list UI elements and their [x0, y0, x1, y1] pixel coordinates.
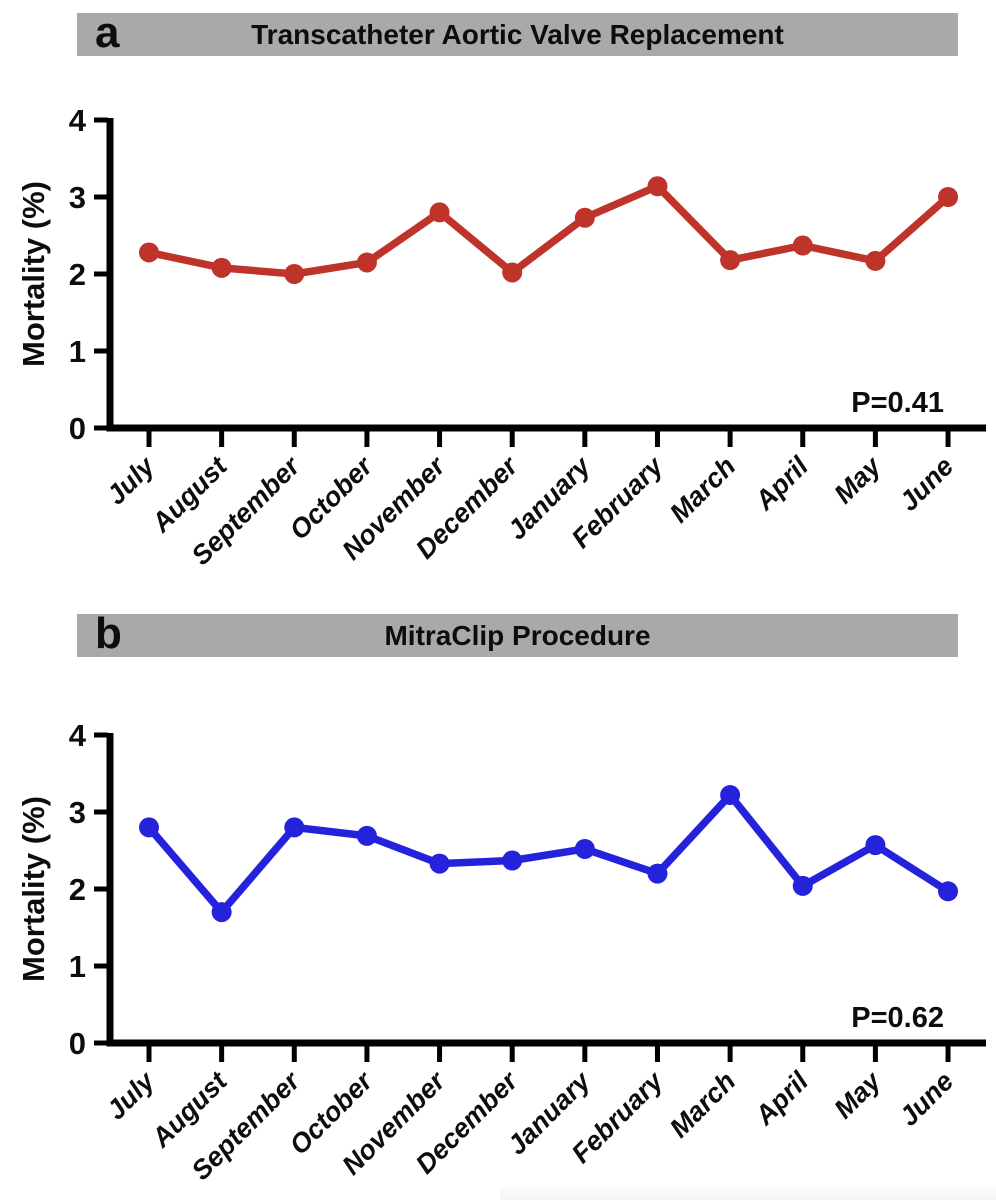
- data-point: [139, 817, 159, 838]
- x-tick-label: April: [749, 1066, 815, 1132]
- p-value-label: P=0.41: [851, 387, 944, 419]
- chart-b-mitraclip-line-plot: 01234JulyAugustSeptemberOctoberNovemberD…: [16, 718, 986, 1186]
- data-point: [429, 853, 450, 874]
- series-line: [145, 182, 952, 278]
- y-tick-label: 3: [69, 795, 86, 830]
- chart-a-tavr-line-plot: 01234JulyAugustSeptemberOctoberNovemberD…: [16, 103, 986, 571]
- axes-frame: [106, 118, 986, 432]
- x-tick-label: June: [893, 451, 959, 517]
- x-tick-label: March: [664, 451, 741, 528]
- panel-a-header-bar: a Transcatheter Aortic Valve Replacement: [77, 7, 958, 57]
- y-tick-label: 4: [69, 103, 87, 138]
- data-point: [429, 202, 450, 223]
- data-point: [720, 785, 741, 806]
- y-tick-label: 0: [69, 1026, 86, 1061]
- data-point: [938, 881, 959, 902]
- data-point: [574, 838, 595, 859]
- series-line: [145, 791, 952, 916]
- y-axis-label: Mortality (%): [16, 181, 51, 367]
- y-tick-label: 2: [69, 257, 86, 292]
- panel-b-title: MitraClip Procedure: [384, 619, 651, 651]
- y-tick-label: 1: [69, 949, 86, 984]
- x-tick-label: July: [101, 1065, 162, 1126]
- data-point: [139, 242, 159, 263]
- panel-b-letter: b: [95, 608, 122, 658]
- x-tick-label: May: [828, 1065, 888, 1125]
- data-point: [720, 250, 741, 271]
- panel-b-header-bar: b MitraClip Procedure: [77, 608, 958, 658]
- panel-a-letter: a: [95, 7, 120, 57]
- x-tick-label: March: [664, 1066, 741, 1143]
- x-tick-label: April: [749, 451, 815, 517]
- y-tick-label: 3: [69, 180, 86, 215]
- panel-a-title: Transcatheter Aortic Valve Replacement: [251, 18, 784, 50]
- data-point: [356, 825, 377, 846]
- x-tick-label: May: [828, 450, 888, 510]
- y-tick-label: 1: [69, 334, 86, 369]
- data-point: [284, 264, 305, 284]
- page-edge-artifact: [500, 1184, 996, 1200]
- data-point: [211, 257, 232, 278]
- y-tick-label: 2: [69, 872, 86, 907]
- x-tick-label: July: [101, 450, 162, 511]
- data-point: [647, 176, 668, 197]
- data-point: [356, 252, 377, 273]
- x-tick-label: June: [893, 1066, 959, 1132]
- data-point: [502, 262, 523, 283]
- data-point: [938, 187, 959, 207]
- data-point: [211, 902, 232, 923]
- axes-frame: [106, 733, 986, 1047]
- data-point: [647, 863, 668, 884]
- y-tick-label: 0: [69, 411, 86, 446]
- data-point: [502, 850, 523, 871]
- y-axis-label: Mortality (%): [16, 796, 51, 982]
- y-tick-label: 4: [69, 718, 87, 753]
- data-point: [792, 875, 813, 896]
- data-point: [865, 250, 886, 271]
- data-point: [574, 207, 595, 228]
- data-point: [865, 835, 886, 856]
- p-value-label: P=0.62: [851, 1002, 944, 1034]
- data-point: [284, 817, 305, 838]
- data-point: [792, 235, 813, 256]
